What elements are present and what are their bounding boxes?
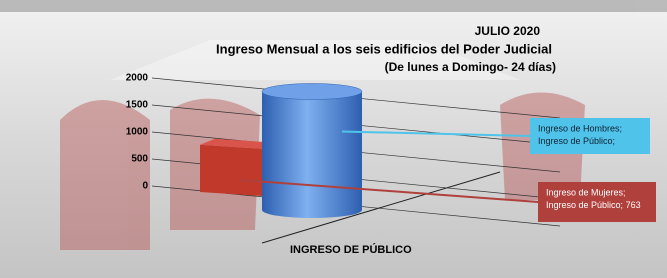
- bar: [200, 145, 262, 196]
- y-tick-label: 0: [142, 181, 148, 192]
- legend-label: Ingreso de Mujeres;: [546, 187, 626, 197]
- category-label: Ingreso de Público;: [538, 136, 615, 146]
- legend-label: Ingreso de Hombres;: [538, 123, 622, 133]
- data-label: Ingreso de Público; 763: [546, 200, 641, 210]
- chart: JULIO 2020 Ingreso Mensual a los seis ed…: [0, 0, 667, 278]
- y-tick-label: 500: [131, 154, 148, 165]
- chart-title: JULIO 2020: [475, 24, 541, 38]
- y-tick-label: 1000: [126, 127, 149, 138]
- y-tick-label: 1500: [126, 100, 149, 111]
- category-label: Ingreso de Público;: [546, 200, 623, 210]
- chart-subtitle: Ingreso Mensual a los seis edificios del…: [216, 41, 552, 56]
- bar-top: [262, 84, 362, 100]
- value-label: 763: [626, 200, 641, 210]
- page: JULIO 2020 Ingreso Mensual a los seis ed…: [0, 0, 667, 278]
- chart-subtitle: (De lunes a Domingo- 24 días): [385, 60, 556, 74]
- x-axis-label: INGRESO DE PÚBLICO: [290, 243, 412, 256]
- y-tick-label: 2000: [126, 73, 149, 84]
- data-label: Ingreso de Público;: [538, 136, 615, 146]
- bar: [262, 92, 362, 219]
